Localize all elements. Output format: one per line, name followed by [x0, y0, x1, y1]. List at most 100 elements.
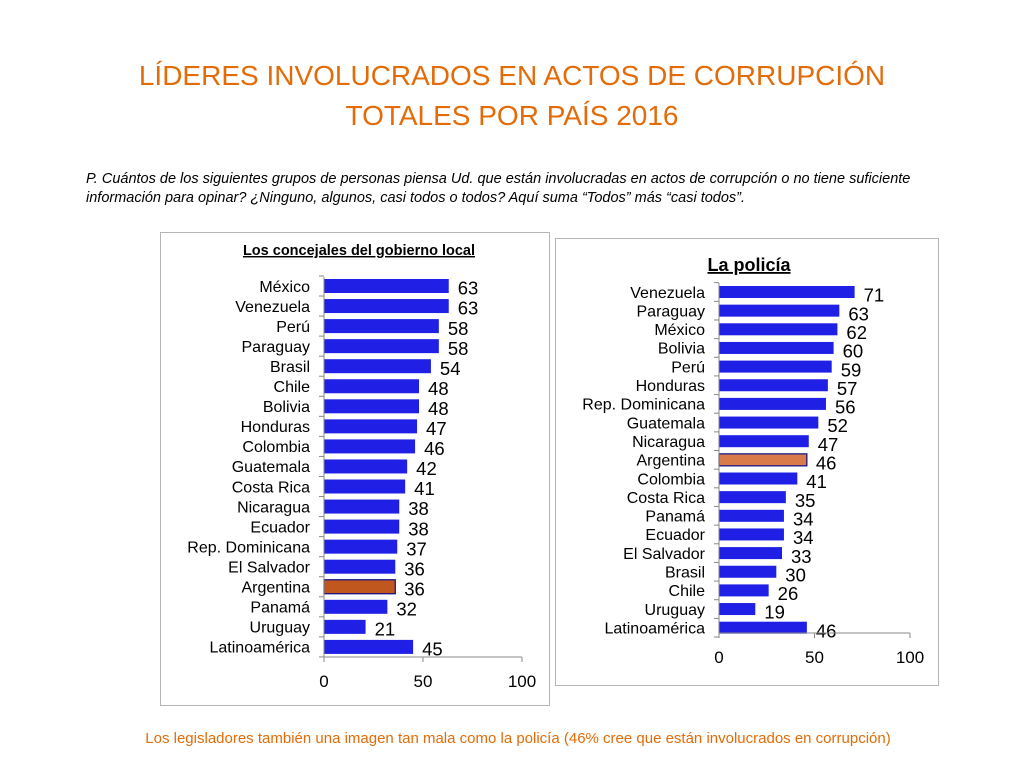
policia-value-label-6: 56	[835, 397, 856, 418]
policia-category-label-10: Colombia	[637, 471, 705, 488]
policia-value-label-12: 34	[793, 508, 814, 529]
slide-title-line-2: TOTALES POR PAÍS 2016	[345, 100, 679, 131]
concejales-value-label-7: 47	[426, 418, 447, 439]
concejales-category-label-7: Honduras	[241, 419, 310, 436]
policia-value-label-3: 60	[843, 341, 864, 362]
concejales-x-tick-label-1: 50	[414, 672, 433, 691]
policia-bar-3	[719, 341, 834, 354]
policia-bar-5	[719, 379, 828, 392]
policia-value-label-1: 63	[848, 303, 869, 324]
concejales-category-label-11: Nicaragua	[237, 499, 310, 516]
concejales-category-label-1: Venezuela	[235, 299, 310, 316]
concejales-category-label-13: Rep. Dominicana	[187, 539, 310, 556]
concejales-category-label-3: Paraguay	[242, 339, 311, 356]
policia-category-label-4: Perú	[671, 359, 705, 376]
policia-x-tick-label-0: 0	[714, 648, 723, 667]
policia-category-label-11: Costa Rica	[627, 490, 705, 507]
concejales-category-label-16: Panamá	[250, 600, 310, 617]
concejales-bar-9	[324, 459, 408, 474]
policia-category-label-17: Uruguay	[645, 602, 705, 619]
concejales-x-tick-label-0: 0	[319, 672, 328, 691]
chart-concejales-frame: Los concejales del gobierno local México 6…	[160, 232, 550, 706]
concejales-value-label-9: 42	[416, 458, 437, 479]
policia-category-label-12: Panamá	[645, 509, 705, 526]
policia-value-label-11: 35	[795, 490, 816, 511]
policia-bar-11	[719, 491, 786, 504]
policia-value-label-5: 57	[837, 378, 858, 399]
policia-bar-12	[719, 509, 784, 522]
chart-concejales: Los concejales del gobierno local México 6…	[187, 243, 536, 691]
policia-bar-9	[718, 453, 808, 467]
policia-bar-18	[719, 621, 807, 634]
concejales-category-label-9: Guatemala	[232, 459, 310, 476]
survey-question: P. Cuántos de los siguientes grupos de p…	[86, 171, 911, 206]
concejales-value-label-13: 37	[406, 538, 427, 559]
concejales-value-label-1: 63	[458, 298, 479, 319]
concejales-bar-10	[324, 479, 406, 494]
policia-value-label-8: 47	[818, 434, 839, 455]
policia-value-label-18: 46	[816, 620, 837, 641]
policia-value-label-17: 19	[764, 602, 785, 623]
concejales-category-label-10: Costa Rica	[232, 479, 310, 496]
concejales-bar-16	[324, 599, 388, 614]
concejales-x-tick-label-2: 100	[508, 672, 536, 691]
concejales-bar-14	[324, 559, 396, 574]
policia-bar-14	[719, 547, 783, 560]
concejales-value-label-6: 48	[428, 398, 449, 419]
policia-bar-8	[719, 435, 809, 448]
concejales-bar-2	[324, 319, 439, 334]
concejales-value-label-10: 41	[414, 478, 435, 499]
policia-value-label-7: 52	[827, 415, 848, 436]
concejales-value-label-2: 58	[448, 318, 469, 339]
concejales-value-label-5: 48	[428, 378, 449, 399]
concejales-value-label-16: 32	[396, 598, 417, 619]
chart-title: La policía	[707, 255, 791, 275]
policia-category-label-2: México	[654, 322, 705, 339]
concejales-bar-4	[324, 359, 431, 374]
concejales-category-label-4: Brasil	[270, 359, 310, 376]
policia-bar-6	[719, 397, 826, 410]
policia-category-label-15: Brasil	[665, 565, 705, 582]
policia-value-label-4: 59	[841, 359, 862, 380]
concejales-value-label-3: 58	[448, 338, 469, 359]
concejales-value-label-0: 63	[458, 278, 479, 299]
concejales-category-label-5: Chile	[274, 379, 311, 396]
policia-value-label-15: 30	[785, 564, 806, 585]
concejales-bar-11	[324, 499, 400, 514]
concejales-bar-7	[324, 419, 418, 434]
concejales-category-label-0: México	[259, 279, 310, 296]
policia-x-tick-label-1: 50	[805, 648, 824, 667]
concejales-category-label-8: Colombia	[242, 439, 310, 456]
policia-value-label-13: 34	[793, 527, 814, 548]
concejales-bar-5	[324, 379, 420, 394]
concejales-value-label-12: 38	[408, 518, 429, 539]
concejales-bar-1	[324, 299, 449, 314]
concejales-category-label-15: Argentina	[242, 580, 311, 597]
concejales-bar-6	[324, 399, 420, 414]
concejales-value-label-18: 45	[422, 639, 443, 660]
concejales-bar-15	[323, 579, 396, 595]
policia-category-label-9: Argentina	[637, 453, 706, 470]
policia-bar-10	[719, 472, 798, 485]
concejales-value-label-8: 46	[424, 438, 445, 459]
policia-value-label-2: 62	[846, 322, 867, 343]
policia-bar-16	[719, 584, 769, 597]
concejales-bar-17	[324, 619, 366, 634]
concejales-value-label-17: 21	[375, 619, 396, 640]
policia-bar-7	[719, 416, 819, 429]
concejales-bar-3	[324, 339, 439, 354]
policia-category-label-14: El Salvador	[623, 546, 705, 563]
policia-bar-13	[719, 528, 784, 541]
policia-bar-1	[719, 304, 840, 317]
policia-value-label-16: 26	[778, 583, 799, 604]
concejales-bar-0	[324, 279, 449, 293]
concejales-value-label-14: 36	[404, 558, 425, 579]
concejales-bar-13	[324, 539, 398, 554]
policia-bar-2	[719, 323, 838, 336]
chart-title: Los concejales del gobierno local	[243, 243, 475, 259]
policia-value-label-14: 33	[791, 546, 812, 567]
concejales-value-label-11: 38	[408, 498, 429, 519]
chart-policia-frame: La policía Venezuela 71 Paraguay 63 México 62 B…	[555, 238, 939, 686]
policia-bar-15	[719, 565, 777, 578]
